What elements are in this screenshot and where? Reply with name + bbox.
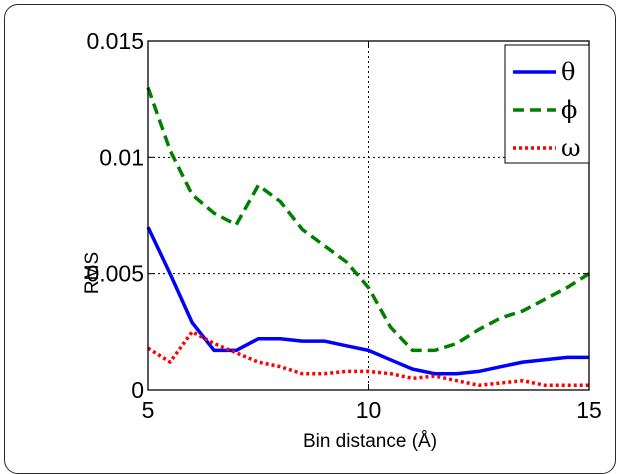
legend-label: ϕ <box>561 96 577 124</box>
y-tick-label: 0.015 <box>86 28 144 54</box>
x-tick-label: 15 <box>576 397 602 423</box>
series-line-ω <box>147 330 589 388</box>
x-axis-label: Bin distance (Å) <box>303 431 437 452</box>
line-chart: 5 10 15 0 0.005 0.01 0.015 Bin distance (Å) RM… <box>82 28 602 452</box>
series-lines <box>146 86 590 388</box>
y-tick-label: 0.005 <box>86 261 144 287</box>
series-line-θ <box>146 226 589 376</box>
y-tick-label: 0 <box>131 377 144 403</box>
legend-label: θ <box>561 58 575 86</box>
axis-ticks: 5 10 15 0 0.005 0.01 0.015 <box>86 28 601 423</box>
legend-label: ω <box>561 134 581 162</box>
x-tick-label: 10 <box>356 397 382 423</box>
x-tick-label: 5 <box>142 397 155 423</box>
y-tick-label: 0.01 <box>99 144 144 170</box>
legend: θϕω <box>504 44 590 164</box>
grid-lines <box>148 41 589 390</box>
series-line-ϕ <box>146 86 590 353</box>
legend-box <box>504 44 590 164</box>
y-axis-label: RMS <box>82 252 103 294</box>
